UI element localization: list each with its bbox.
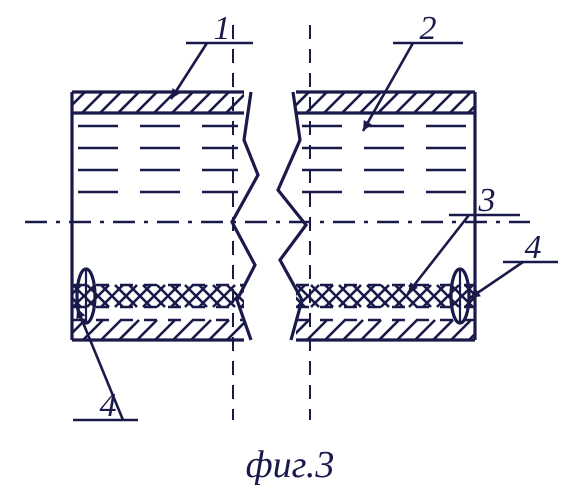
- label-4-right: 4: [525, 229, 542, 266]
- lens-right: [451, 269, 469, 323]
- leader-2: [363, 43, 463, 131]
- break-line-right: [278, 92, 306, 340]
- break-line-left: [232, 92, 258, 340]
- label-3: 3: [478, 182, 496, 219]
- label-4-left: 4: [100, 387, 117, 424]
- leader-4-right: [470, 262, 558, 298]
- leader-3: [408, 215, 520, 293]
- label-2: 2: [420, 10, 437, 47]
- label-1: 1: [214, 10, 231, 47]
- figure-caption: фиг.3: [246, 444, 335, 486]
